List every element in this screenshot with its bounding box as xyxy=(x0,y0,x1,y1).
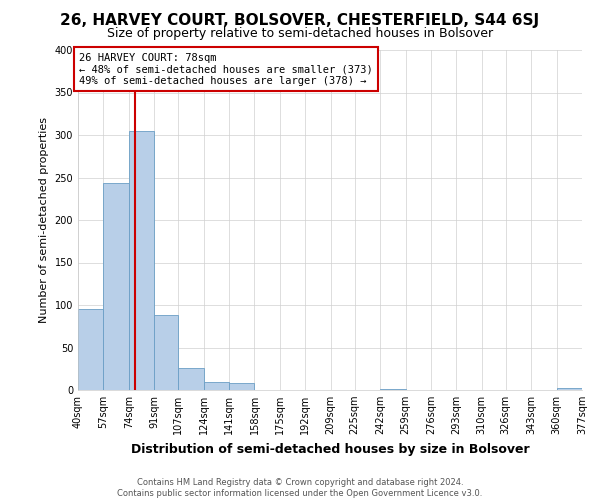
Bar xyxy=(178,368,203,390)
Bar xyxy=(78,309,103,390)
Text: 26 HARVEY COURT: 78sqm
← 48% of semi-detached houses are smaller (373)
49% of se: 26 HARVEY COURT: 78sqm ← 48% of semi-det… xyxy=(79,52,373,86)
X-axis label: Distribution of semi-detached houses by size in Bolsover: Distribution of semi-detached houses by … xyxy=(131,442,529,456)
Bar xyxy=(229,383,254,390)
Y-axis label: Number of semi-detached properties: Number of semi-detached properties xyxy=(39,117,49,323)
Text: Contains HM Land Registry data © Crown copyright and database right 2024.
Contai: Contains HM Land Registry data © Crown c… xyxy=(118,478,482,498)
Text: 26, HARVEY COURT, BOLSOVER, CHESTERFIELD, S44 6SJ: 26, HARVEY COURT, BOLSOVER, CHESTERFIELD… xyxy=(61,12,539,28)
Bar xyxy=(103,184,129,390)
Bar xyxy=(203,382,229,390)
Bar xyxy=(129,130,154,390)
Text: Size of property relative to semi-detached houses in Bolsover: Size of property relative to semi-detach… xyxy=(107,28,493,40)
Bar xyxy=(380,389,406,390)
Bar xyxy=(557,388,582,390)
Bar xyxy=(154,315,178,390)
